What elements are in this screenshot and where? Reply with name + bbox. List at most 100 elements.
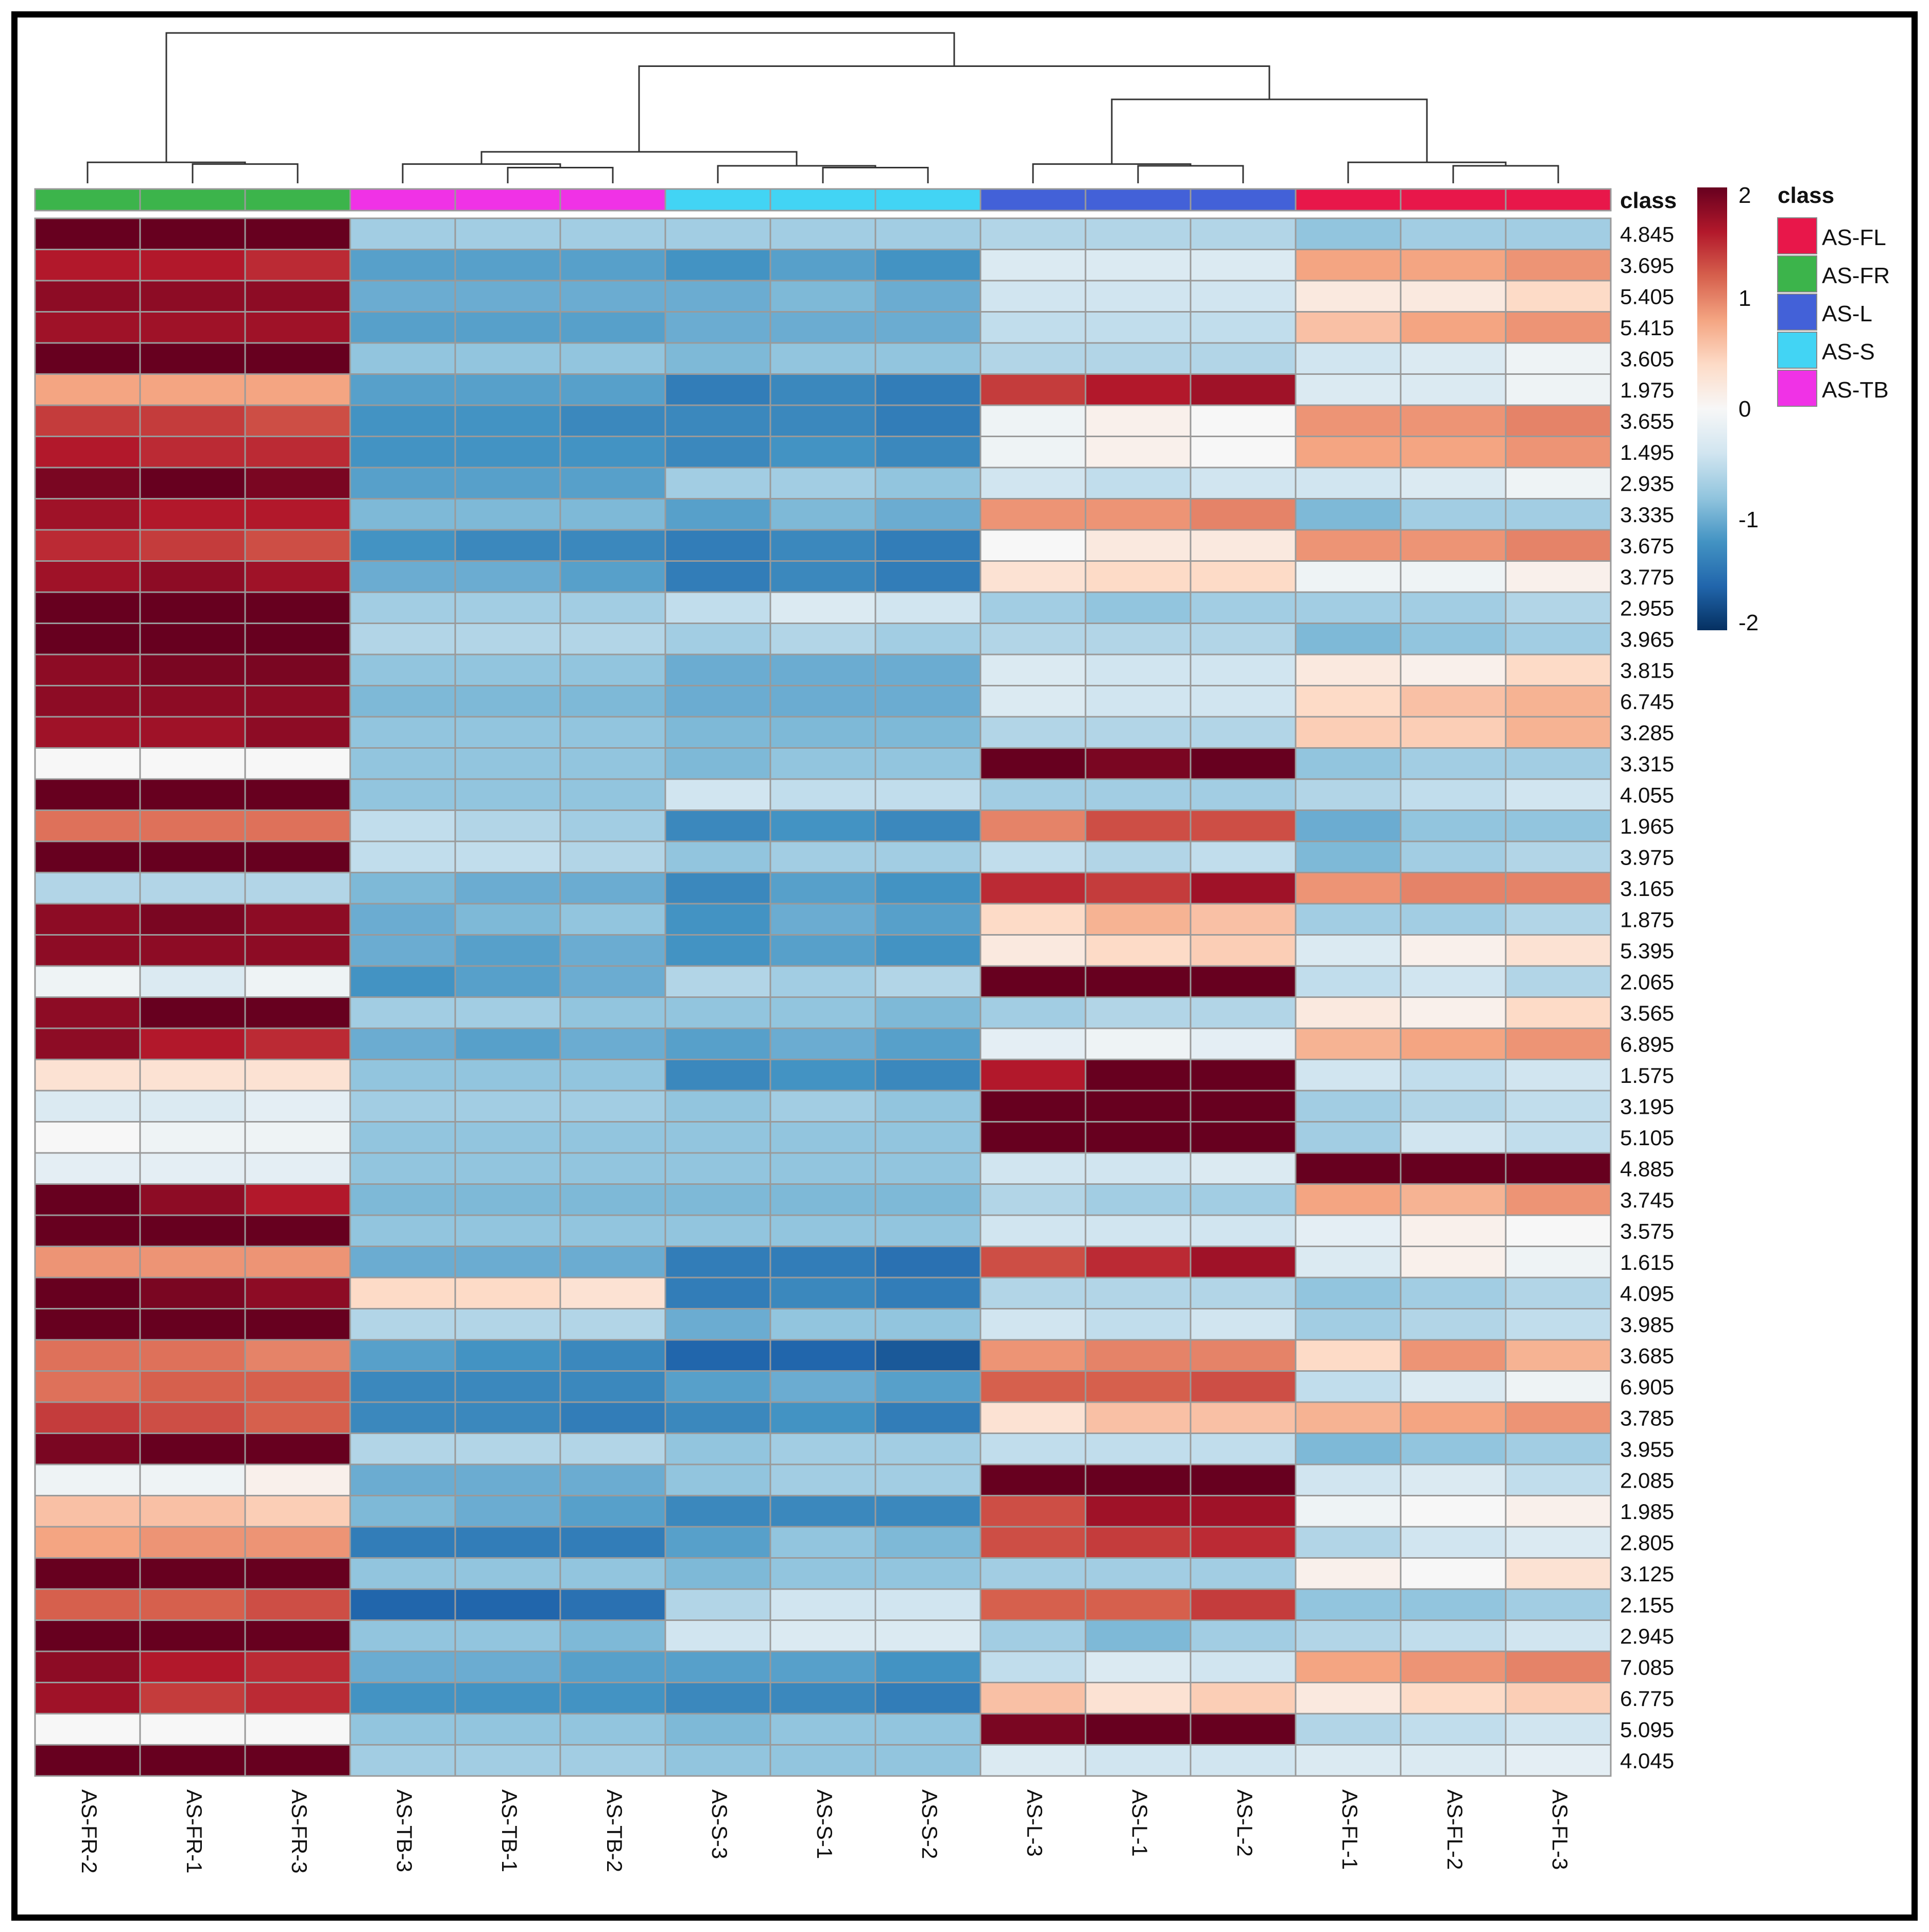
row-label: 7.085 xyxy=(1620,1655,1674,1679)
heatmap-cell xyxy=(769,934,876,967)
heatmap-cell xyxy=(979,716,1087,749)
heatmap-cell xyxy=(874,1433,981,1465)
heatmap-cell xyxy=(1505,1713,1612,1746)
heatmap-cell xyxy=(244,1339,351,1372)
heatmap-cell xyxy=(139,436,246,469)
heatmap-cell xyxy=(244,1246,351,1279)
dendrogram-link xyxy=(717,165,876,183)
heatmap-cell xyxy=(769,747,876,780)
heatmap-cell xyxy=(559,342,666,375)
heatmap-cell xyxy=(1190,1214,1297,1247)
heatmap-cell xyxy=(454,1682,561,1715)
heatmap-cell xyxy=(664,1276,771,1309)
heatmap-cell xyxy=(1505,1152,1612,1185)
heatmap-cell xyxy=(769,591,876,624)
heatmap-cell xyxy=(1190,1713,1297,1746)
row-label: 2.805 xyxy=(1620,1530,1674,1555)
row-label: 2.955 xyxy=(1620,596,1674,620)
row-label: 5.105 xyxy=(1620,1126,1674,1150)
heatmap-cell xyxy=(664,778,771,811)
column-label: AS-L-3 xyxy=(1023,1789,1047,1857)
heatmap-cell xyxy=(979,840,1087,873)
row-label: 2.065 xyxy=(1620,970,1674,994)
color-scale-tick-label: 2 xyxy=(1738,183,1751,208)
heatmap-cell xyxy=(1084,1276,1192,1309)
heatmap-cell xyxy=(1400,498,1507,531)
heatmap-cell xyxy=(34,311,141,344)
heatmap-cell xyxy=(1084,1619,1192,1652)
heatmap-cell xyxy=(1400,1650,1507,1683)
heatmap-cell xyxy=(34,685,141,718)
heatmap-cell xyxy=(769,903,876,936)
column-labels: AS-FR-2 AS-FR-1 AS-FR-3 AS-TB-3 AS-TB-1 AS-TB… xyxy=(77,1789,1572,1873)
heatmap-cell xyxy=(874,467,981,499)
heatmap-cell xyxy=(1190,342,1297,375)
heatmap-cell xyxy=(874,249,981,282)
heatmap-cell xyxy=(874,1276,981,1309)
heatmap-cell xyxy=(1084,653,1192,686)
heatmap-cell xyxy=(244,872,351,905)
heatmap-cell xyxy=(454,1276,561,1309)
row-label: 4.055 xyxy=(1620,783,1674,807)
heatmap-cell xyxy=(1190,1495,1297,1528)
heatmap-cell xyxy=(979,342,1087,375)
heatmap-cell xyxy=(1505,778,1612,811)
heatmap-cell xyxy=(979,1526,1087,1559)
heatmap-cell xyxy=(244,1650,351,1683)
heatmap-cell xyxy=(874,1246,981,1279)
heatmap-cell xyxy=(244,623,351,656)
heatmap-cell xyxy=(454,872,561,905)
heatmap-cell xyxy=(349,716,456,749)
class-legend-swatch xyxy=(1777,332,1817,369)
heatmap-cell xyxy=(1190,685,1297,718)
dendrogram-link xyxy=(1347,161,1507,183)
heatmap-cell xyxy=(769,1619,876,1652)
heatmap-cell xyxy=(559,591,666,624)
heatmap-cell xyxy=(769,716,876,749)
heatmap-cell xyxy=(349,1526,456,1559)
heatmap-cell xyxy=(559,1557,666,1590)
heatmap-cell xyxy=(1505,436,1612,469)
heatmap-cell xyxy=(1190,1401,1297,1434)
heatmap-cell xyxy=(874,280,981,313)
row-label: 3.975 xyxy=(1620,845,1674,869)
heatmap-cell xyxy=(1190,280,1297,313)
heatmap-cell xyxy=(874,1713,981,1746)
heatmap-cell xyxy=(1084,903,1192,936)
column-label: AS-L-1 xyxy=(1128,1789,1152,1857)
heatmap-cell xyxy=(874,404,981,437)
heatmap-cell xyxy=(1295,373,1402,406)
heatmap-cell xyxy=(1505,1246,1612,1279)
heatmap-cell xyxy=(1505,467,1612,499)
heatmap-cell xyxy=(769,404,876,437)
heatmap-cell xyxy=(1084,1526,1192,1559)
row-label: 2.945 xyxy=(1620,1624,1674,1648)
heatmap-cell xyxy=(979,1650,1087,1683)
figure-frame: class 4.845 3.695 5.405 5.415 3.605 1.975 3.65… xyxy=(11,11,1918,1921)
heatmap-cell xyxy=(559,1276,666,1309)
heatmap-cell xyxy=(244,965,351,998)
heatmap-cell xyxy=(1084,529,1192,562)
class-bar-cell xyxy=(1295,188,1402,212)
row-label: 5.415 xyxy=(1620,316,1674,340)
heatmap-cell xyxy=(139,1246,246,1279)
heatmap-cell xyxy=(454,280,561,313)
heatmap-cell xyxy=(979,311,1087,344)
heatmap-cell xyxy=(979,436,1087,469)
color-scale-tick-label: -2 xyxy=(1738,610,1759,635)
heatmap-cell xyxy=(664,623,771,656)
color-scale-legend: 2 1 0 -1 -2 xyxy=(1697,183,1759,635)
row-label: 6.745 xyxy=(1620,689,1674,714)
heatmap-cell xyxy=(349,1401,456,1434)
heatmap-cell xyxy=(874,1370,981,1403)
heatmap-cell xyxy=(34,1744,141,1777)
heatmap-cell xyxy=(979,809,1087,842)
heatmap-cell xyxy=(1084,1557,1192,1590)
heatmap-cell xyxy=(874,498,981,531)
heatmap-cell xyxy=(1400,623,1507,656)
heatmap-cell xyxy=(244,1121,351,1154)
heatmap-cell xyxy=(1190,1276,1297,1309)
heatmap-cell xyxy=(1084,1059,1192,1092)
heatmap-cell xyxy=(244,1152,351,1185)
heatmap-cell xyxy=(349,404,456,437)
